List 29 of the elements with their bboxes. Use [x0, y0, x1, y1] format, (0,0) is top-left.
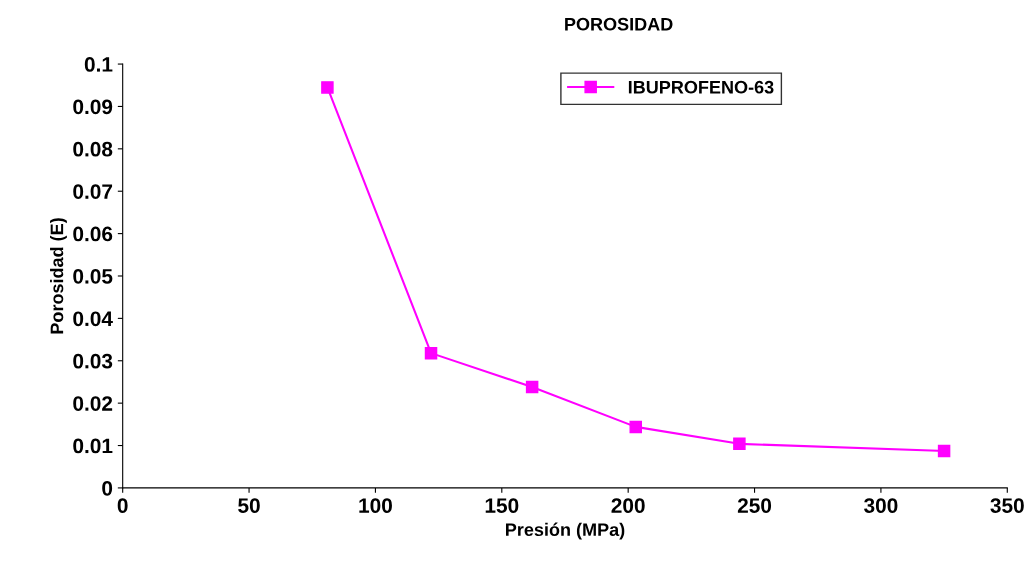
x-axis-title: Presión (MPa) — [506, 522, 625, 540]
y-tick-label: 0.07 — [73, 184, 113, 199]
y-tick-label: 0.04 — [73, 311, 113, 327]
x-tick-label: 300 — [864, 498, 898, 513]
y-axis-title: Porosidad (E) — [50, 218, 67, 334]
x-tick-label: 250 — [737, 498, 772, 513]
y-tick-label: 0.03 — [73, 353, 113, 369]
x-tick-label: 200 — [611, 498, 645, 513]
y-tick-label: 0.06 — [73, 226, 113, 242]
legend-label: IBUPROFENO-63 — [628, 80, 774, 94]
point — [321, 81, 334, 94]
x-tick-label: 0 — [117, 498, 128, 513]
y-tick-label: 0.1 — [84, 57, 113, 72]
y-tick-label: 0.09 — [73, 99, 113, 115]
point — [424, 346, 438, 360]
y-tick-label: 0.08 — [73, 141, 113, 157]
x-tick-label: 50 — [238, 498, 260, 513]
y-tick-label: 0 — [102, 480, 113, 496]
x-tick-label: 100 — [359, 498, 392, 513]
y-tick-label: 0.05 — [73, 268, 113, 284]
point — [629, 420, 643, 434]
y-tick-label: 0.02 — [73, 396, 113, 411]
x-tick-label: 150 — [485, 498, 519, 513]
point — [525, 380, 539, 394]
chart-title: POROSIDAD — [565, 17, 673, 31]
y-tick-label: 0.01 — [73, 438, 113, 454]
x-tick-label: 350 — [990, 498, 1024, 513]
point — [733, 437, 746, 451]
point — [937, 444, 951, 458]
